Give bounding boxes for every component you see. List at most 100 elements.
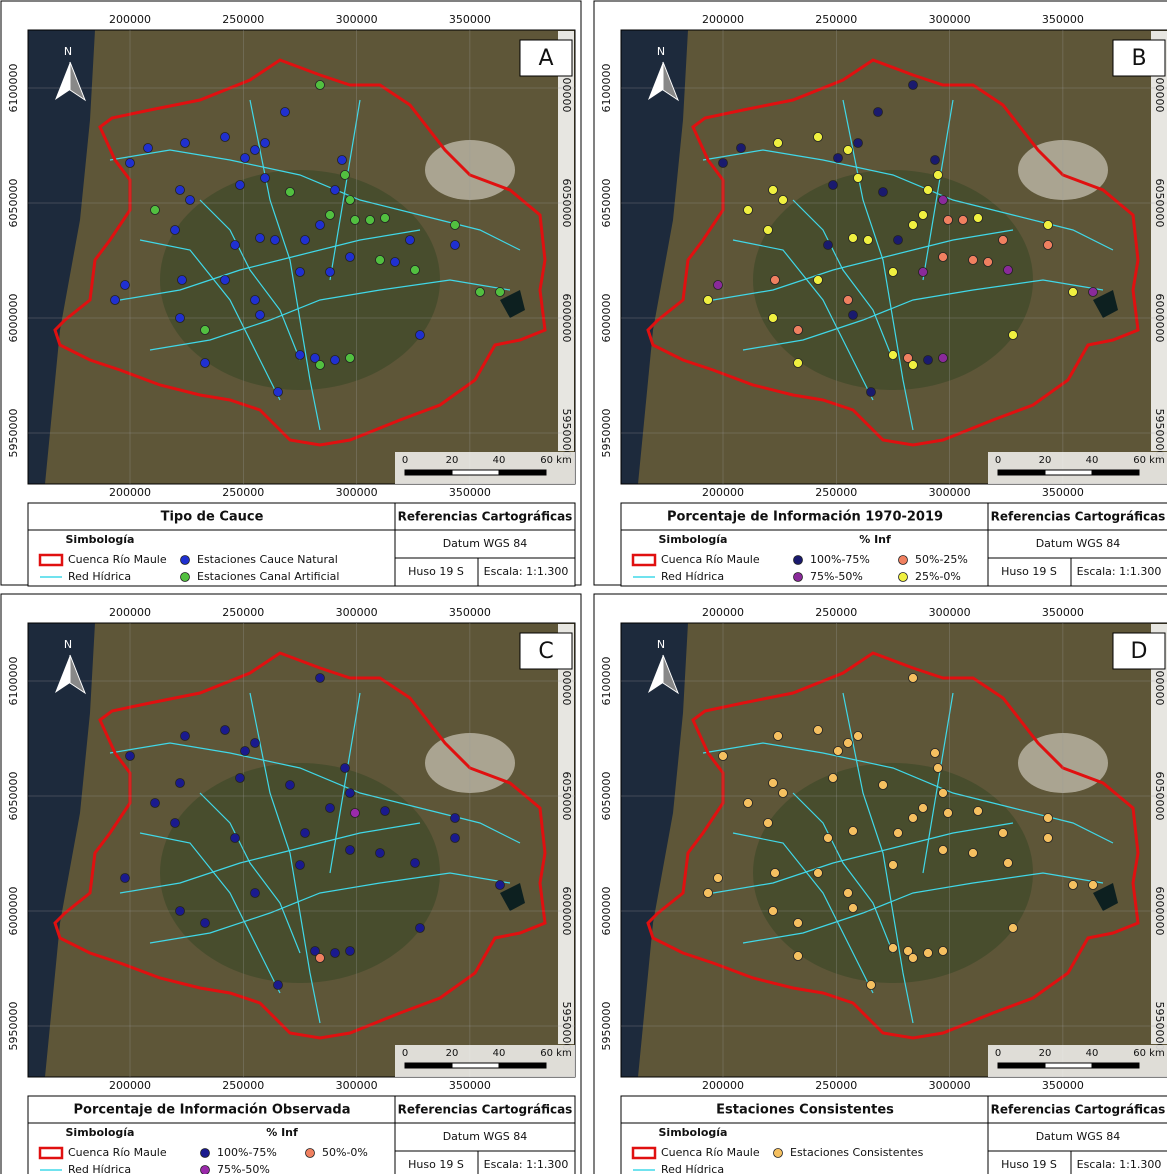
station-marker	[1009, 924, 1018, 933]
station-marker	[814, 133, 823, 142]
y-coord-label: 6050000	[600, 772, 613, 821]
station-marker	[338, 156, 347, 165]
legend-header: % Inf	[266, 1126, 298, 1139]
y-coord-label: 5950000	[560, 409, 573, 458]
panel-letter: D	[1131, 639, 1148, 664]
scale-bar	[405, 1063, 452, 1068]
legend-label: Estaciones Canal Artificial	[197, 570, 339, 583]
station-marker	[834, 154, 843, 163]
station-marker	[236, 181, 245, 190]
datum: Datum WGS 84	[1036, 1130, 1121, 1143]
scale-label: 20	[446, 455, 459, 466]
datum: Datum WGS 84	[443, 537, 528, 550]
station-marker	[704, 889, 713, 898]
scale-label: 0	[402, 455, 408, 466]
scale-label: 60 km	[1133, 455, 1164, 466]
station-marker	[251, 146, 260, 155]
station-marker	[476, 288, 485, 297]
station-marker	[171, 819, 180, 828]
station-marker	[744, 206, 753, 215]
symbology-title: Simbología	[66, 1126, 135, 1139]
legend-marker	[181, 573, 190, 582]
station-marker	[241, 747, 250, 756]
station-marker	[171, 226, 180, 235]
station-marker	[274, 388, 283, 397]
station-marker	[844, 296, 853, 305]
zone: Huso 19 S	[1001, 1158, 1057, 1171]
x-coord-label: 250000	[222, 486, 264, 499]
station-marker	[774, 139, 783, 148]
station-marker	[366, 216, 375, 225]
station-marker	[121, 874, 130, 883]
scale-bar	[499, 1063, 546, 1068]
x-coord-label: 300000	[336, 486, 378, 499]
station-marker	[126, 159, 135, 168]
station-marker	[909, 674, 918, 683]
station-marker	[326, 211, 335, 220]
y-coord-label: 6000000	[7, 294, 20, 343]
station-marker	[939, 253, 948, 262]
legend-title: Porcentaje de Información 1970-2019	[667, 510, 943, 525]
station-marker	[261, 174, 270, 183]
station-marker	[1089, 288, 1098, 297]
y-coord-label: 6100000	[600, 657, 613, 706]
station-marker	[769, 907, 778, 916]
station-marker	[939, 196, 948, 205]
station-marker	[286, 188, 295, 197]
legend-marker	[794, 556, 803, 565]
x-coord-label: 300000	[929, 486, 971, 499]
station-marker	[779, 196, 788, 205]
panel-letter: C	[538, 639, 553, 664]
y-coord-label: 6050000	[1153, 179, 1166, 228]
station-marker	[1044, 814, 1053, 823]
station-marker	[1009, 331, 1018, 340]
y-coord-label: 6000000	[7, 887, 20, 936]
zone: Huso 19 S	[408, 565, 464, 578]
station-marker	[341, 171, 350, 180]
symbology-title: Simbología	[659, 1126, 728, 1139]
legend-label: Red Hídrica	[661, 570, 724, 583]
station-marker	[889, 351, 898, 360]
scale-bar	[452, 1063, 499, 1068]
station-marker	[346, 947, 355, 956]
y-coord-label: 6100000	[7, 657, 20, 706]
x-coord-label: 300000	[336, 606, 378, 619]
x-coord-label: 250000	[815, 606, 857, 619]
legend-marker	[306, 1149, 315, 1158]
station-marker	[974, 807, 983, 816]
station-marker	[924, 356, 933, 365]
scale-label: 20	[1039, 1048, 1052, 1059]
station-marker	[844, 889, 853, 898]
legend-marker	[794, 573, 803, 582]
station-marker	[714, 874, 723, 883]
x-coord-label: 350000	[1042, 13, 1084, 26]
legend-label: Red Hídrica	[661, 1163, 724, 1174]
station-marker	[934, 764, 943, 773]
y-coord-label: 5950000	[560, 1002, 573, 1051]
station-marker	[867, 388, 876, 397]
station-marker	[1044, 241, 1053, 250]
station-marker	[854, 732, 863, 741]
station-marker	[251, 889, 260, 898]
station-marker	[281, 108, 290, 117]
station-marker	[376, 849, 385, 858]
station-marker	[201, 326, 210, 335]
x-coord-label: 200000	[702, 1079, 744, 1092]
station-marker	[451, 221, 460, 230]
station-marker	[326, 268, 335, 277]
station-marker	[376, 256, 385, 265]
station-marker	[316, 221, 325, 230]
legend-header: % Inf	[859, 533, 891, 546]
station-marker	[764, 819, 773, 828]
scale-label: 40	[1086, 455, 1099, 466]
station-marker	[909, 221, 918, 230]
station-marker	[151, 206, 160, 215]
station-marker	[794, 326, 803, 335]
references-title: Referencias Cartográficas	[398, 1103, 573, 1117]
station-marker	[176, 314, 185, 323]
station-marker	[221, 133, 230, 142]
station-marker	[416, 924, 425, 933]
station-marker	[381, 214, 390, 223]
station-marker	[1004, 266, 1013, 275]
station-marker	[341, 764, 350, 773]
